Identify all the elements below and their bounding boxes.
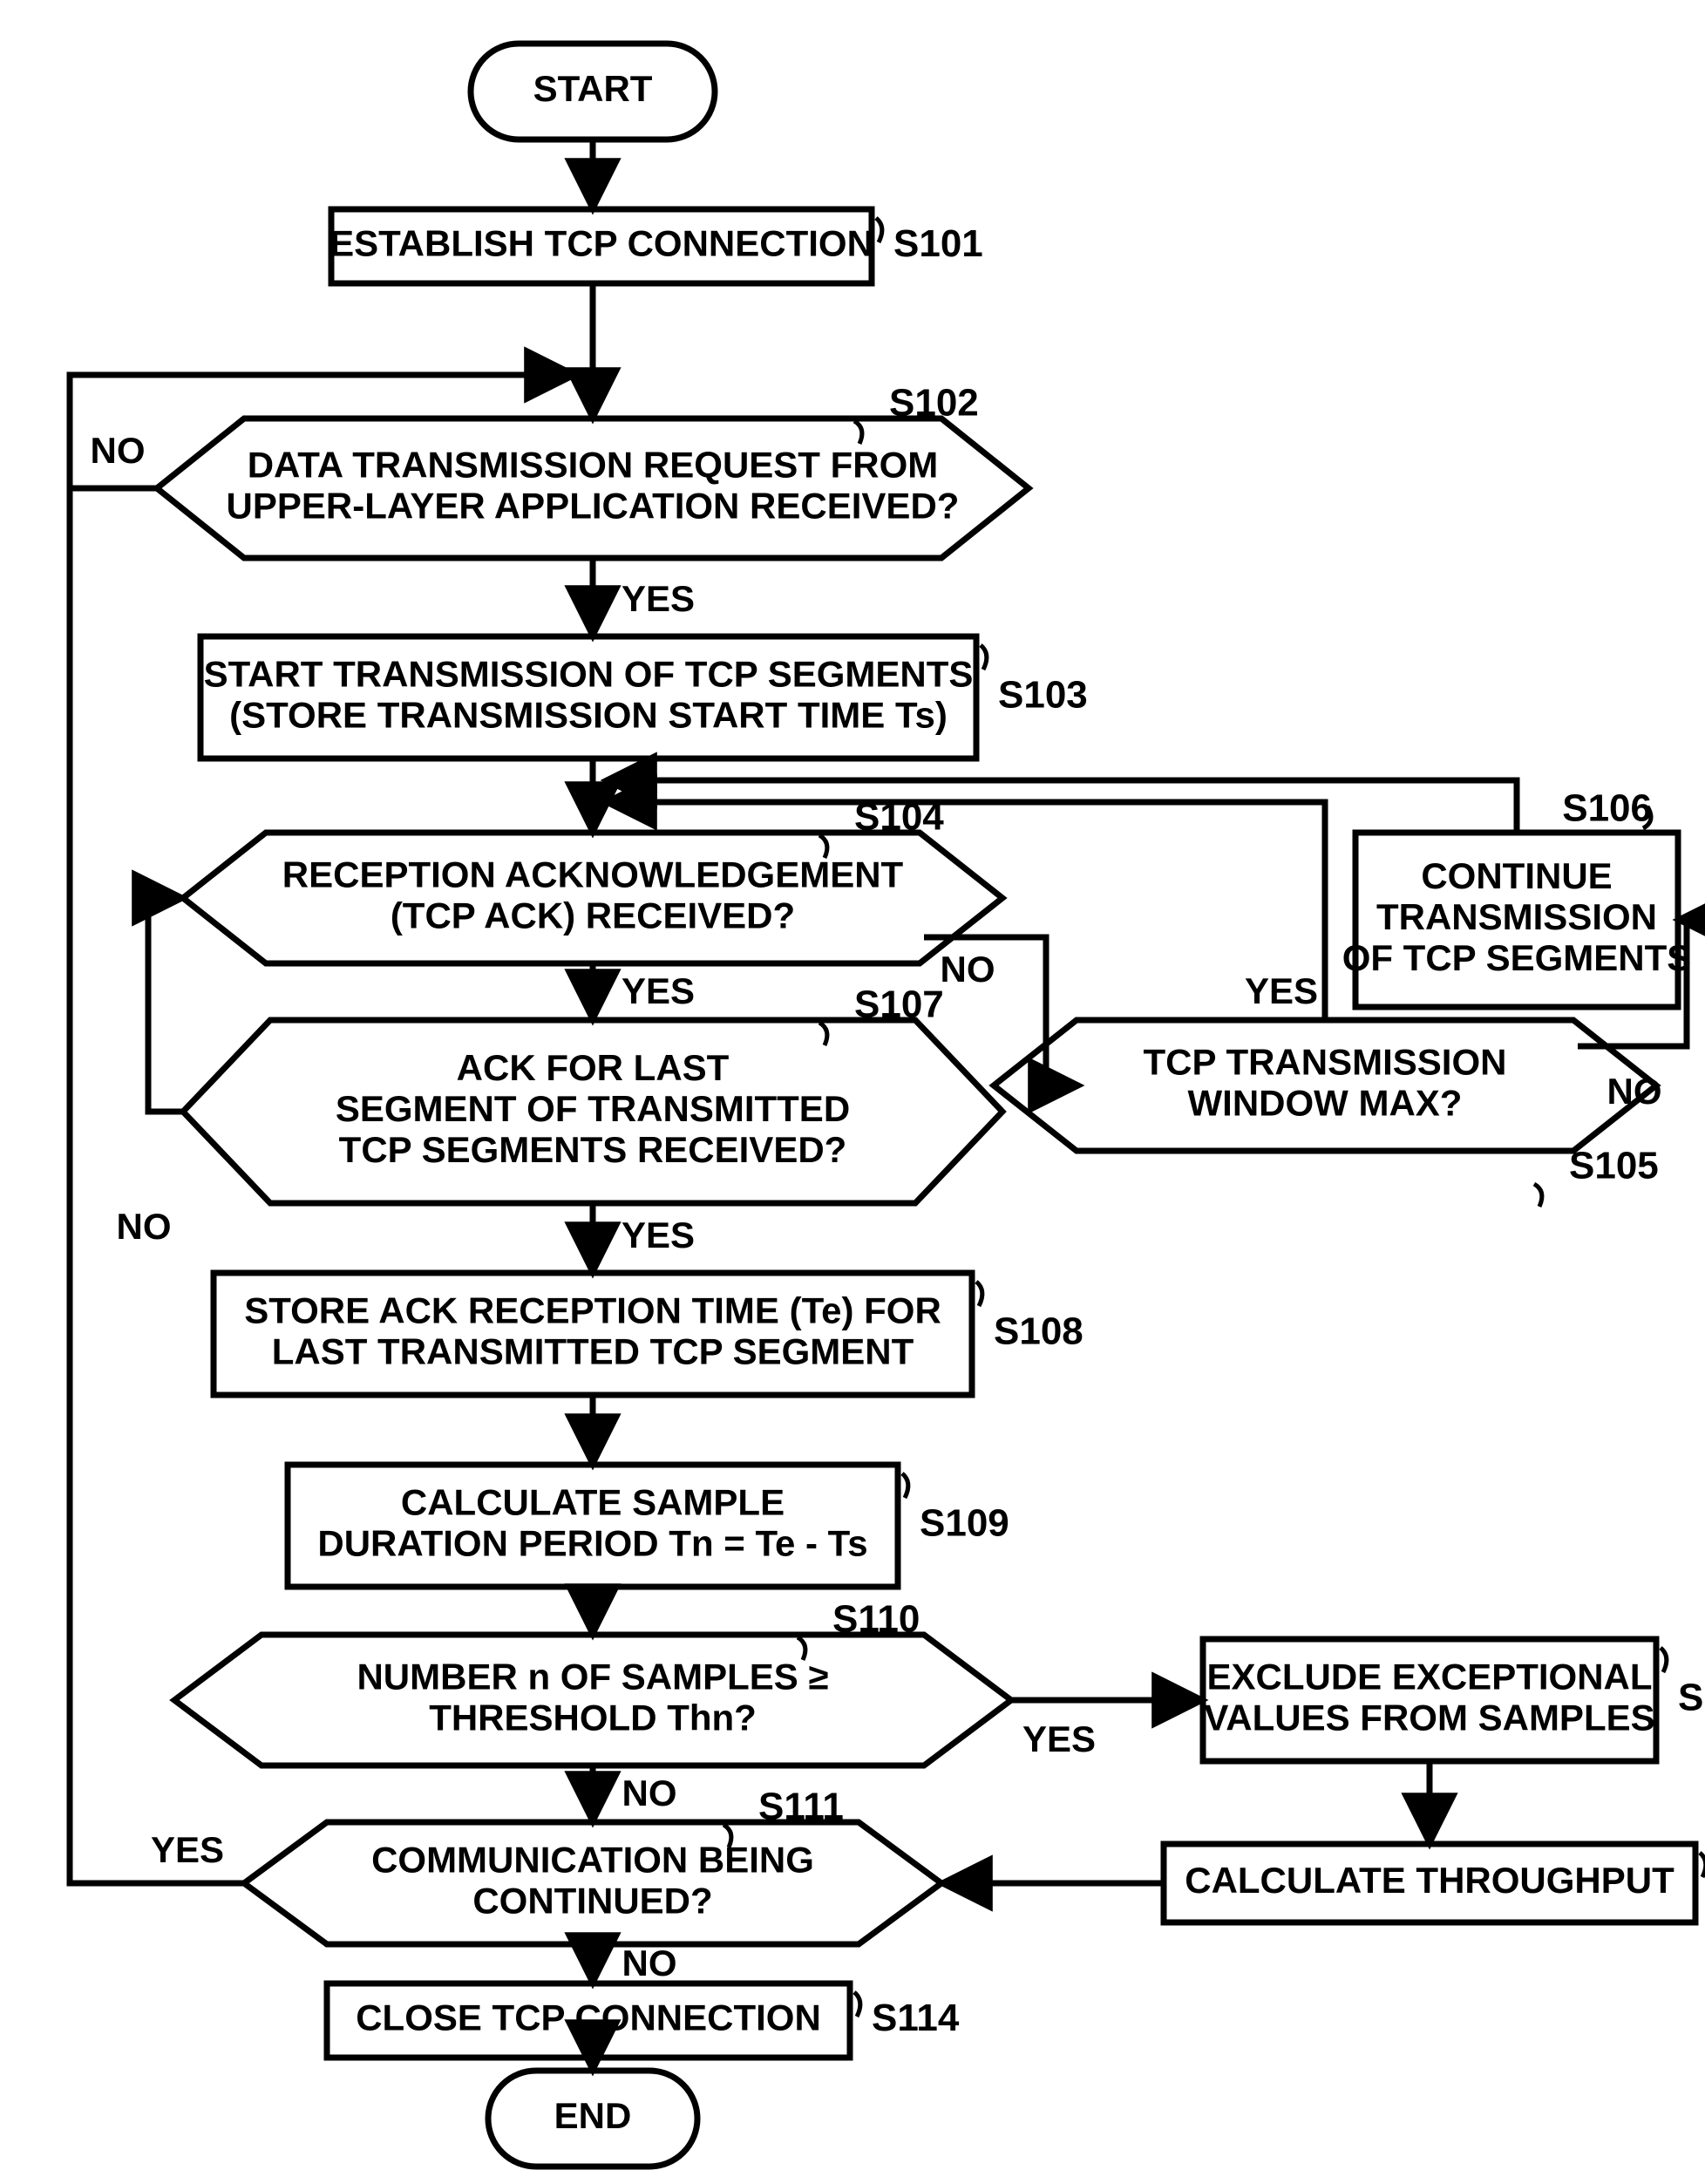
decision-text-s111: COMMUNICATION BEINGCONTINUED? <box>371 1840 814 1922</box>
svg-text:CALCULATE THROUGHPUT: CALCULATE THROUGHPUT <box>1185 1860 1674 1901</box>
label-s104: S104 <box>854 796 944 839</box>
svg-text:CONTINUED?: CONTINUED? <box>472 1881 712 1922</box>
decision-text-s105: TCP TRANSMISSIONWINDOW MAX? <box>1144 1042 1507 1124</box>
decision-text-s102: DATA TRANSMISSION REQUEST FROMUPPER-LAYE… <box>227 445 960 527</box>
terminal-end: END <box>488 2071 697 2167</box>
svg-text:VALUES FROM SAMPLES: VALUES FROM SAMPLES <box>1204 1698 1654 1738</box>
svg-text:CONTINUE: CONTINUE <box>1421 855 1612 896</box>
e-s111-no-label: NO <box>622 1942 677 1983</box>
decision-text-s110: NUMBER n OF SAMPLES ≥THRESHOLD Thn? <box>357 1657 828 1738</box>
e-s111-yes <box>70 375 244 1883</box>
svg-text:WINDOW MAX?: WINDOW MAX? <box>1188 1083 1463 1124</box>
e-s107-no-label: NO <box>117 1206 172 1247</box>
label-s101: S101 <box>893 222 983 265</box>
svg-text:SEGMENT OF TRANSMITTED: SEGMENT OF TRANSMITTED <box>336 1088 850 1129</box>
label-s110: S110 <box>832 1598 920 1641</box>
svg-text:START: START <box>533 68 653 109</box>
label-s111: S111 <box>758 1786 844 1828</box>
process-text-s112: EXCLUDE EXCEPTIONALVALUES FROM SAMPLES <box>1204 1657 1654 1738</box>
svg-text:LAST TRANSMITTED TCP SEGMENT: LAST TRANSMITTED TCP SEGMENT <box>272 1331 914 1372</box>
svg-text:TCP SEGMENTS RECEIVED?: TCP SEGMENTS RECEIVED? <box>339 1129 847 1170</box>
label-s109: S109 <box>920 1502 1009 1545</box>
svg-text:THRESHOLD Thn?: THRESHOLD Thn? <box>429 1698 757 1738</box>
svg-text:(TCP ACK) RECEIVED?: (TCP ACK) RECEIVED? <box>391 895 795 936</box>
e-s104-yes-label: YES <box>622 970 695 1011</box>
process-text-s101: ESTABLISH TCP CONNECTION <box>329 223 873 264</box>
e-s104-no-label: NO <box>941 949 995 990</box>
e-s111-yes-label: YES <box>151 1829 224 1870</box>
terminal-start: START <box>471 44 715 139</box>
svg-text:OF TCP SEGMENTS: OF TCP SEGMENTS <box>1342 937 1692 978</box>
label-s114: S114 <box>872 1997 960 2039</box>
e-s107-no <box>148 898 183 1112</box>
decision-text-s107: ACK FOR LASTSEGMENT OF TRANSMITTEDTCP SE… <box>336 1047 850 1170</box>
e-s107-yes-label: YES <box>622 1214 695 1255</box>
svg-text:EXCLUDE EXCEPTIONAL: EXCLUDE EXCEPTIONAL <box>1206 1657 1652 1698</box>
svg-text:TRANSMISSION: TRANSMISSION <box>1376 896 1657 937</box>
label-s102: S102 <box>889 382 979 425</box>
svg-text:COMMUNICATION BEING: COMMUNICATION BEING <box>371 1840 814 1881</box>
svg-text:DATA TRANSMISSION REQUEST FROM: DATA TRANSMISSION REQUEST FROM <box>248 445 939 486</box>
label-s108: S108 <box>994 1310 1083 1353</box>
label-s107: S107 <box>854 983 944 1026</box>
label-s112: S112 <box>1678 1677 1705 1719</box>
svg-text:RECEPTION ACKNOWLEDGEMENT: RECEPTION ACKNOWLEDGEMENT <box>282 854 904 895</box>
svg-text:ESTABLISH TCP CONNECTION: ESTABLISH TCP CONNECTION <box>329 223 873 264</box>
process-text-s108: STORE ACK RECEPTION TIME (Te) FORLAST TR… <box>244 1290 941 1372</box>
svg-text:UPPER-LAYER APPLICATION RECEIV: UPPER-LAYER APPLICATION RECEIVED? <box>227 486 960 527</box>
process-text-s106: CONTINUETRANSMISSIONOF TCP SEGMENTS <box>1342 855 1692 978</box>
e-s105-yes-label: YES <box>1245 970 1318 1011</box>
process-text-s109: CALCULATE SAMPLEDURATION PERIOD Tn = Te … <box>317 1482 867 1564</box>
svg-text:START TRANSMISSION OF TCP SEGM: START TRANSMISSION OF TCP SEGMENTS <box>204 654 974 695</box>
svg-text:CALCULATE SAMPLE: CALCULATE SAMPLE <box>401 1482 785 1523</box>
e-s110-yes-label: YES <box>1022 1718 1096 1759</box>
svg-text:DURATION PERIOD Tn = Te - Ts: DURATION PERIOD Tn = Te - Ts <box>317 1523 867 1564</box>
svg-text:STORE ACK RECEPTION TIME (Te): STORE ACK RECEPTION TIME (Te) FOR <box>244 1290 941 1331</box>
label-s106: S106 <box>1562 787 1652 830</box>
e-s106-merge <box>606 780 1517 833</box>
label-s105: S105 <box>1569 1145 1659 1187</box>
e-s110-no-label: NO <box>622 1772 677 1813</box>
decision-text-s104: RECEPTION ACKNOWLEDGEMENT(TCP ACK) RECEI… <box>282 854 904 936</box>
svg-text:CLOSE TCP CONNECTION: CLOSE TCP CONNECTION <box>356 1997 821 2038</box>
process-text-s113: CALCULATE THROUGHPUT <box>1185 1860 1674 1901</box>
svg-text:NUMBER n OF SAMPLES ≥: NUMBER n OF SAMPLES ≥ <box>357 1657 828 1698</box>
svg-text:TCP TRANSMISSION: TCP TRANSMISSION <box>1144 1042 1507 1083</box>
svg-text:(STORE TRANSMISSION START TIME: (STORE TRANSMISSION START TIME Ts) <box>229 695 948 736</box>
svg-text:END: END <box>554 2095 632 2136</box>
svg-text:ACK FOR LAST: ACK FOR LAST <box>457 1047 730 1088</box>
e-s102-no-label: NO <box>91 430 146 471</box>
label-s103: S103 <box>998 674 1088 717</box>
process-text-s103: START TRANSMISSION OF TCP SEGMENTS(STORE… <box>204 654 974 736</box>
process-text-s114: CLOSE TCP CONNECTION <box>356 1997 821 2038</box>
e-s102-yes-label: YES <box>622 578 695 619</box>
